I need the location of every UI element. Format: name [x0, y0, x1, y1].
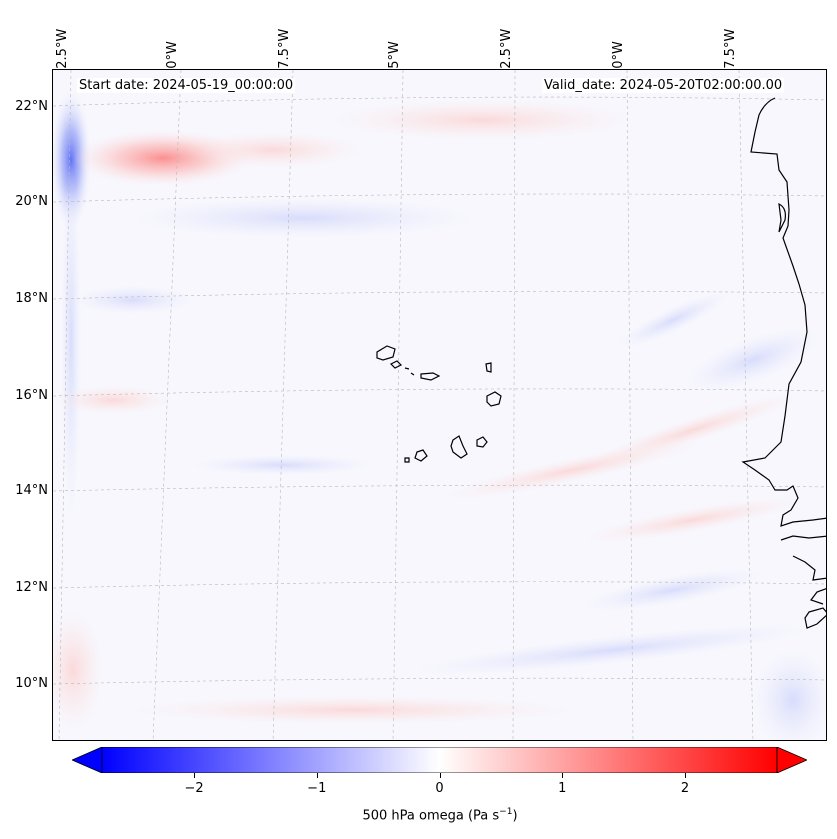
colorbar-tick-mark — [562, 773, 564, 778]
omega-red-west — [53, 386, 173, 414]
gridline-lon-27-5w — [272, 70, 294, 740]
omega-blue-mid — [193, 455, 373, 475]
colorbar-title: 500 hPa omega (Pa s−1) — [0, 807, 837, 823]
omega-red-streak — [183, 132, 363, 168]
omega-field — [53, 90, 826, 740]
gridline-lat-20n — [53, 193, 826, 203]
map-plot-area: Start date: 2024-05-19_00:00:00 Valid_da… — [52, 69, 827, 741]
gridline-lon-30w — [152, 70, 182, 740]
colorbar-extend-high — [776, 746, 809, 774]
cape-verde-islands — [376, 345, 502, 463]
omega-red-se — [584, 497, 802, 543]
island-branco — [410, 372, 415, 376]
omega-blue-north — [133, 198, 473, 238]
colorbar-tick-label: −1 — [307, 781, 327, 796]
gridline-lon-20w — [626, 70, 634, 740]
omega-blue-south — [414, 624, 812, 676]
island-sal — [485, 362, 492, 373]
colorbar-tick-label: −2 — [184, 781, 204, 796]
island-fogo — [414, 449, 428, 462]
omega-blue-west — [73, 286, 193, 314]
coastline-gambia — [780, 535, 826, 541]
omega-blue-strip — [61, 160, 81, 520]
graticule — [53, 70, 826, 740]
colorbar-title-exponent: −1 — [499, 807, 513, 817]
coastline-bay — [778, 202, 786, 233]
lat-label-12n: 12°N — [15, 580, 48, 595]
coastline-bijagos — [804, 607, 826, 629]
colorbar-tick-mark — [439, 773, 441, 778]
colorbar-svg — [70, 746, 809, 774]
island-santa-luzia — [404, 367, 410, 370]
lat-label-18n: 18°N — [15, 291, 48, 306]
colorbar-gradient — [101, 746, 778, 774]
gridline-lon-17-5w — [738, 70, 754, 740]
start-date-label: Start date: 2024-05-19_00:00:00 — [77, 78, 296, 93]
valid-date-label: Valid_date: 2024-05-20T02:00:00.00 — [542, 78, 785, 93]
omega-blue-max — [53, 90, 91, 230]
omega-blue-corner — [753, 650, 826, 740]
coastline-islands — [810, 588, 826, 605]
omega-blue-coast — [686, 328, 820, 392]
colorbar-tick-label: 0 — [435, 781, 444, 796]
island-sao-vicente — [389, 360, 403, 369]
lat-label-14n: 14°N — [15, 483, 48, 498]
coastline-guinea-bissau — [792, 555, 826, 581]
map-canvas — [53, 70, 826, 740]
gridline-lon-25w — [392, 70, 404, 740]
gridline-lon-32-5w — [58, 70, 72, 740]
lat-label-10n: 10°N — [15, 676, 48, 691]
omega-red-north — [333, 100, 633, 140]
gridline-lon-22-5w — [512, 70, 516, 740]
colorbar-tick-mark — [684, 773, 686, 778]
gridline-lat-10n — [53, 677, 826, 685]
coastline — [741, 97, 826, 629]
colorbar-tick-mark — [316, 773, 318, 778]
colorbar-extend-low — [70, 746, 103, 774]
omega-blue-ne — [618, 292, 728, 348]
island-boa-vista — [486, 391, 502, 407]
colorbar-title-close: ) — [512, 808, 518, 824]
lat-label-20n: 20°N — [15, 194, 48, 209]
colorbar-title-main: 500 hPa omega (Pa s — [362, 808, 500, 824]
omega-red-sw — [53, 610, 103, 730]
island-santo-antao — [376, 345, 396, 361]
omega-blue-se — [584, 569, 762, 611]
island-brava — [404, 457, 410, 463]
omega-red-central — [445, 440, 701, 500]
island-maio — [476, 436, 488, 448]
colorbar-tick-label: 2 — [680, 781, 690, 796]
omega-red-south — [133, 696, 573, 724]
colorbar — [70, 746, 809, 774]
colorbar-tick-label: 1 — [558, 781, 567, 796]
gridline-lat-14n — [53, 484, 826, 492]
colorbar-tick-mark — [194, 773, 196, 778]
coastline-mainland — [741, 97, 826, 527]
island-sao-nicolau — [420, 372, 441, 381]
lat-label-16n: 16°N — [15, 388, 48, 403]
lat-label-22n: 22°N — [15, 99, 48, 114]
island-santiago — [450, 435, 468, 459]
